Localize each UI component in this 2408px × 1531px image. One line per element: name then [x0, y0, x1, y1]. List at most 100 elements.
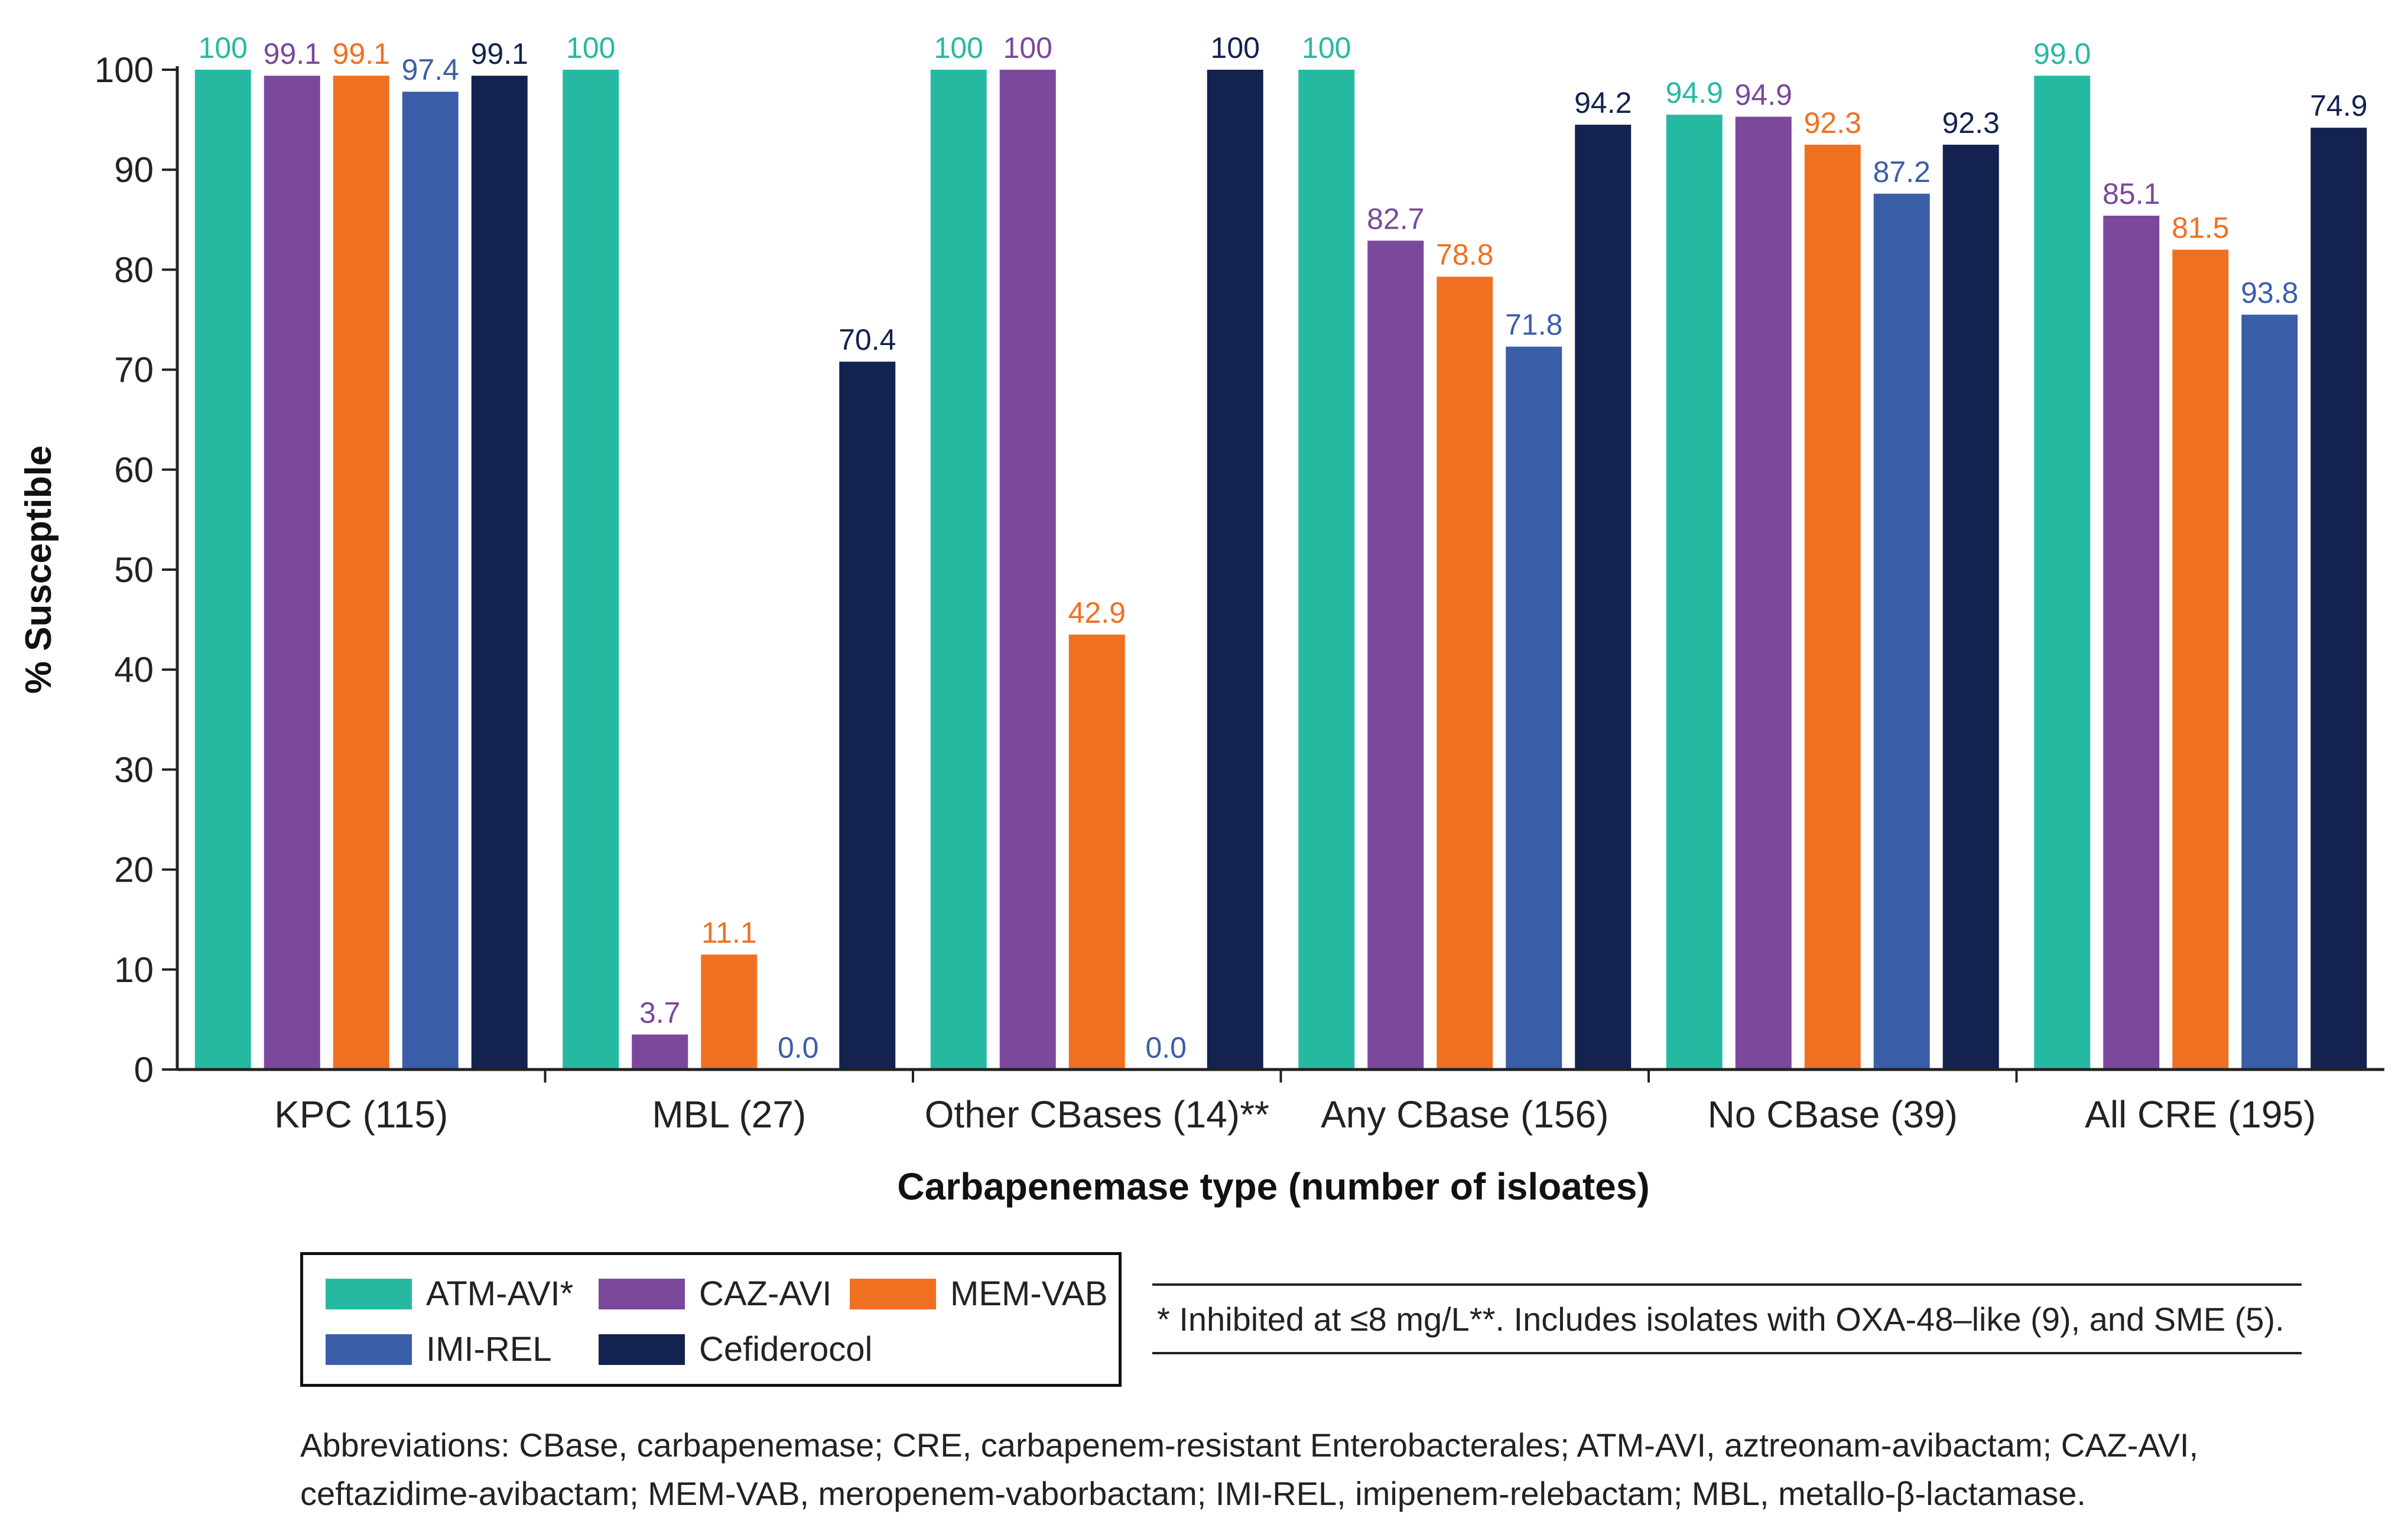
bar-value-label: 92.3 [1804, 106, 1861, 139]
legend-label-imi-rel: IMI-REL [426, 1330, 552, 1369]
bar-value-label: 93.8 [2241, 277, 2298, 310]
bar [1068, 634, 1125, 1070]
bar [2241, 314, 2298, 1070]
bar-value-label: 94.9 [1735, 79, 1792, 112]
y-axis-ticks: 0 10 20 30 40 50 60 70 80 90 100 [95, 50, 177, 1090]
bar-value-label: 100 [934, 31, 983, 64]
bar-value-label: 100 [1003, 31, 1052, 64]
y-tick-label: 50 [114, 550, 154, 590]
bar-value-label: 11.1 [701, 916, 757, 949]
x-category-label: All CRE (195) [2085, 1093, 2316, 1136]
bar [930, 70, 987, 1070]
bar [1942, 144, 1999, 1070]
bar [1298, 70, 1355, 1070]
bar-value-label: 92.3 [1942, 106, 2000, 139]
bar [1735, 116, 1792, 1070]
bar [999, 70, 1056, 1070]
bar [632, 1034, 688, 1070]
legend-swatch-caz-avi [599, 1278, 685, 1309]
legend-label-cefiderocol: Cefiderocol [699, 1330, 873, 1369]
bar-value-label: 42.9 [1068, 596, 1126, 629]
legend: ATM-AVI* CAZ-AVI MEM-VAB IMI-REL Cefider… [300, 1252, 1122, 1387]
bar-value-label: 70.4 [839, 323, 896, 356]
bar [1207, 70, 1263, 1070]
legend-label-mem-vab: MEM-VAB [950, 1275, 1108, 1313]
y-tick-label: 10 [114, 950, 154, 990]
bar [1575, 125, 1632, 1070]
y-tick-label: 100 [95, 50, 154, 90]
bar-value-label: 100 [1302, 31, 1351, 64]
bar [701, 954, 758, 1070]
legend-swatch-imi-rel [326, 1334, 412, 1365]
bar-value-label: 87.2 [1873, 155, 1931, 188]
bar-value-label: 85.1 [2102, 177, 2160, 210]
y-axis-label: % Susceptible [18, 446, 59, 694]
legend-swatch-cefiderocol [599, 1334, 685, 1365]
legend-item-imi-rel: IMI-REL [326, 1330, 552, 1369]
bar-value-label: 81.5 [2172, 212, 2229, 245]
bar [1666, 115, 1723, 1070]
bar-value-label: 78.8 [1436, 238, 1493, 271]
y-tick-label: 40 [114, 650, 154, 690]
bar [2103, 216, 2160, 1070]
x-category-label: Other CBases (14)** [925, 1093, 1269, 1136]
legend-label-atm-avi: ATM-AVI* [426, 1275, 574, 1313]
y-tick-label: 90 [114, 150, 154, 190]
bar-value-label: 97.4 [402, 53, 459, 86]
y-tick-label: 30 [114, 750, 154, 789]
bar-value-label: 99.1 [471, 37, 528, 70]
x-category-label: MBL (27) [652, 1093, 806, 1136]
x-category-label: No CBase (39) [1708, 1093, 1958, 1136]
bar-value-label: 94.9 [1666, 76, 1723, 109]
bar-value-label: 74.9 [2310, 89, 2367, 122]
legend-label-caz-avi: CAZ-AVI [699, 1275, 832, 1313]
footnote: * Inhibited at ≤8 mg/L**. Includes isola… [1152, 1283, 2302, 1354]
bar [2310, 128, 2367, 1070]
y-tick-label: 0 [134, 1050, 154, 1090]
abbreviations-note: Abbreviations: CBase, carbapenemase; CRE… [300, 1426, 2199, 1512]
bar-value-label: 0.0 [778, 1031, 819, 1064]
bar [2034, 76, 2091, 1070]
bar-value-label: 99.0 [2033, 37, 2091, 70]
legend-item-atm-avi: ATM-AVI* [326, 1274, 573, 1314]
bar-chart: 0 10 20 30 40 50 60 70 80 90 100 100 99.1 99.1 97.4 99… [18, 31, 2384, 1208]
bar-value-label: 100 [199, 31, 248, 64]
y-tick-label: 70 [114, 350, 154, 390]
bar [839, 362, 896, 1070]
y-tick-label: 20 [114, 850, 154, 890]
bar-value-label: 3.7 [639, 996, 681, 1029]
data-labels: 100 99.1 99.1 97.4 99.1 100 3.7 11.1 0.0 70.4 100 1… [199, 31, 2368, 1064]
legend-item-mem-vab: MEM-VAB [850, 1274, 1107, 1314]
legend-item-caz-avi: CAZ-AVI [599, 1274, 832, 1314]
y-tick-label: 60 [114, 450, 154, 490]
bar-value-label: 100 [566, 31, 615, 64]
bar-value-label: 82.7 [1367, 202, 1424, 235]
bar [264, 76, 320, 1070]
bar [563, 70, 619, 1070]
bar [1437, 277, 1493, 1070]
bar [2172, 249, 2229, 1070]
bar [1367, 240, 1424, 1070]
bar [194, 70, 251, 1070]
axes: KPC (115) MBL (27) Other CBases (14)** Any … [176, 66, 2384, 1136]
bar-value-label: 94.2 [1574, 86, 1632, 119]
bars [194, 70, 2367, 1070]
bar [1873, 193, 1930, 1070]
bar-value-label: 100 [1211, 31, 1260, 64]
bar [333, 76, 389, 1070]
bar-value-label: 0.0 [1145, 1031, 1187, 1064]
footnote-text: * Inhibited at ≤8 mg/L**. Includes isola… [1157, 1300, 2284, 1338]
y-tick-label: 80 [114, 250, 154, 290]
legend-swatch-mem-vab [850, 1278, 936, 1309]
legend-item-cefiderocol: Cefiderocol [599, 1330, 872, 1369]
x-axis-label: Carbapenemase type (number of isloates) [897, 1165, 1649, 1208]
bar-value-label: 99.1 [264, 37, 321, 70]
bar-value-label: 99.1 [333, 37, 390, 70]
bar [1506, 346, 1562, 1070]
legend-swatch-atm-avi [326, 1278, 412, 1309]
bar [471, 76, 528, 1070]
bar [1804, 144, 1861, 1070]
x-category-label: Any CBase (156) [1321, 1093, 1608, 1136]
x-category-label: KPC (115) [274, 1093, 448, 1136]
bar-value-label: 71.8 [1505, 308, 1562, 342]
